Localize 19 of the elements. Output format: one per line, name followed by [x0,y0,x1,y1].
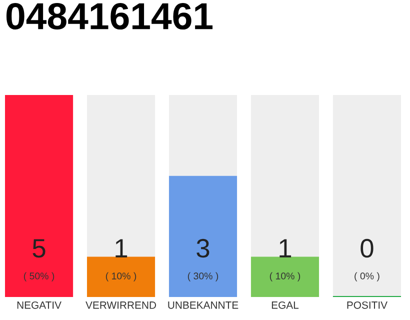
x-tick-label: NEGATIV [17,301,62,309]
bar [250,256,320,297]
bar [86,95,156,257]
chart-title: 0484161461 [6,2,213,30]
data-label: 5 ( 50% ) [24,239,54,282]
data-label: 1 ( 10% ) [270,239,300,282]
bar [250,95,320,257]
bar [5,95,74,297]
bar [168,95,238,176]
x-tick-label: POSITIV [347,301,388,309]
data-label: 0 ( 0% ) [354,238,380,282]
bar [86,256,156,297]
x-tick-label: EGAL [272,301,299,309]
data-label: 1 ( 10% ) [106,239,136,282]
x-tick-label: VERWIRREND [86,302,156,309]
bar [168,176,238,297]
x-tick-label: UNBEKANNTE [168,302,238,309]
bar [332,95,401,297]
data-label: 3 ( 30% ) [188,238,218,282]
